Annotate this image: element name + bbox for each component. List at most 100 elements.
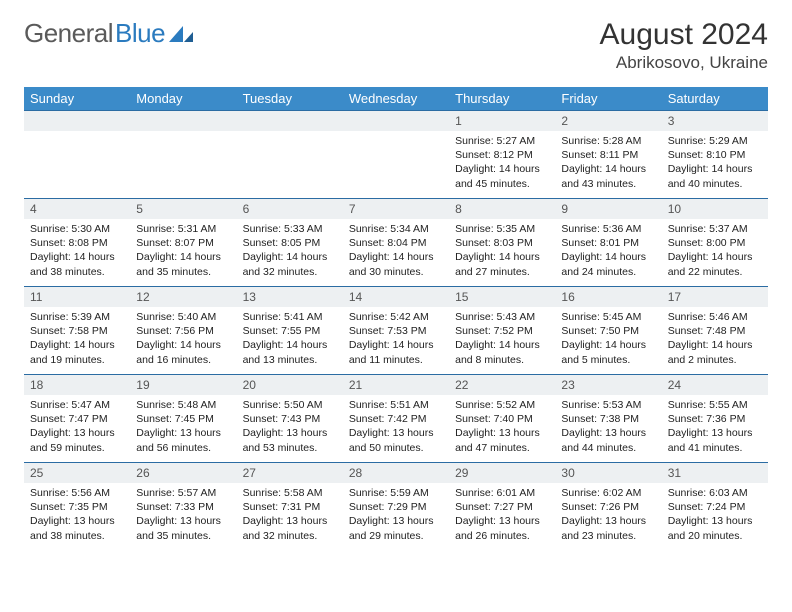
weekday-header: Thursday: [449, 87, 555, 111]
sunrise-line: Sunrise: 5:51 AM: [349, 398, 443, 412]
day-number: 14: [343, 287, 449, 307]
daylight-line: Daylight: 14 hours and 5 minutes.: [561, 338, 655, 366]
day-cell: 31Sunrise: 6:03 AMSunset: 7:24 PMDayligh…: [662, 463, 768, 551]
sunset-line: Sunset: 7:47 PM: [30, 412, 124, 426]
sunset-line: Sunset: 7:33 PM: [136, 500, 230, 514]
day-info: Sunrise: 5:56 AMSunset: 7:35 PMDaylight:…: [24, 483, 130, 547]
daylight-line: Daylight: 14 hours and 35 minutes.: [136, 250, 230, 278]
daylight-line: Daylight: 14 hours and 27 minutes.: [455, 250, 549, 278]
calendar-table: SundayMondayTuesdayWednesdayThursdayFrid…: [24, 87, 768, 551]
day-number: 28: [343, 463, 449, 483]
sunrise-line: Sunrise: 5:40 AM: [136, 310, 230, 324]
daylight-line: Daylight: 13 hours and 38 minutes.: [30, 514, 124, 542]
daylight-line: Daylight: 14 hours and 32 minutes.: [243, 250, 337, 278]
sunset-line: Sunset: 7:56 PM: [136, 324, 230, 338]
day-number: 24: [662, 375, 768, 395]
day-number: 16: [555, 287, 661, 307]
title-block: August 2024 Abrikosovo, Ukraine: [600, 18, 768, 73]
day-info: Sunrise: 5:41 AMSunset: 7:55 PMDaylight:…: [237, 307, 343, 371]
empty-cell: [130, 111, 236, 199]
daylight-line: Daylight: 14 hours and 8 minutes.: [455, 338, 549, 366]
daylight-line: Daylight: 13 hours and 59 minutes.: [30, 426, 124, 454]
sunset-line: Sunset: 8:05 PM: [243, 236, 337, 250]
daylight-line: Daylight: 14 hours and 30 minutes.: [349, 250, 443, 278]
logo-text-blue: Blue: [115, 18, 165, 49]
day-number: 8: [449, 199, 555, 219]
sunset-line: Sunset: 8:08 PM: [30, 236, 124, 250]
day-number: 25: [24, 463, 130, 483]
day-info: Sunrise: 5:45 AMSunset: 7:50 PMDaylight:…: [555, 307, 661, 371]
day-cell: 19Sunrise: 5:48 AMSunset: 7:45 PMDayligh…: [130, 375, 236, 463]
day-cell: 4Sunrise: 5:30 AMSunset: 8:08 PMDaylight…: [24, 199, 130, 287]
day-info: Sunrise: 5:43 AMSunset: 7:52 PMDaylight:…: [449, 307, 555, 371]
sunset-line: Sunset: 7:55 PM: [243, 324, 337, 338]
sunset-line: Sunset: 7:58 PM: [30, 324, 124, 338]
month-title: August 2024: [600, 18, 768, 51]
day-number: 1: [449, 111, 555, 131]
day-number: [343, 111, 449, 131]
sunrise-line: Sunrise: 5:34 AM: [349, 222, 443, 236]
sunrise-line: Sunrise: 5:46 AM: [668, 310, 762, 324]
calendar-row: 25Sunrise: 5:56 AMSunset: 7:35 PMDayligh…: [24, 463, 768, 551]
day-info: Sunrise: 5:47 AMSunset: 7:47 PMDaylight:…: [24, 395, 130, 459]
day-cell: 2Sunrise: 5:28 AMSunset: 8:11 PMDaylight…: [555, 111, 661, 199]
logo-sail-icon: [169, 24, 195, 44]
day-info: Sunrise: 5:37 AMSunset: 8:00 PMDaylight:…: [662, 219, 768, 283]
day-cell: 11Sunrise: 5:39 AMSunset: 7:58 PMDayligh…: [24, 287, 130, 375]
logo: GeneralBlue: [24, 18, 195, 49]
sunset-line: Sunset: 7:45 PM: [136, 412, 230, 426]
daylight-line: Daylight: 13 hours and 35 minutes.: [136, 514, 230, 542]
day-number: 11: [24, 287, 130, 307]
day-cell: 16Sunrise: 5:45 AMSunset: 7:50 PMDayligh…: [555, 287, 661, 375]
sunrise-line: Sunrise: 5:41 AM: [243, 310, 337, 324]
daylight-line: Daylight: 14 hours and 2 minutes.: [668, 338, 762, 366]
day-cell: 18Sunrise: 5:47 AMSunset: 7:47 PMDayligh…: [24, 375, 130, 463]
calendar-row: 11Sunrise: 5:39 AMSunset: 7:58 PMDayligh…: [24, 287, 768, 375]
sunset-line: Sunset: 7:27 PM: [455, 500, 549, 514]
day-number: [24, 111, 130, 131]
sunset-line: Sunset: 8:01 PM: [561, 236, 655, 250]
day-info: Sunrise: 5:39 AMSunset: 7:58 PMDaylight:…: [24, 307, 130, 371]
day-cell: 12Sunrise: 5:40 AMSunset: 7:56 PMDayligh…: [130, 287, 236, 375]
sunset-line: Sunset: 7:52 PM: [455, 324, 549, 338]
day-info: Sunrise: 5:28 AMSunset: 8:11 PMDaylight:…: [555, 131, 661, 195]
sunrise-line: Sunrise: 5:57 AM: [136, 486, 230, 500]
day-info: Sunrise: 5:42 AMSunset: 7:53 PMDaylight:…: [343, 307, 449, 371]
day-number: 20: [237, 375, 343, 395]
sunrise-line: Sunrise: 6:01 AM: [455, 486, 549, 500]
day-cell: 5Sunrise: 5:31 AMSunset: 8:07 PMDaylight…: [130, 199, 236, 287]
day-number: 29: [449, 463, 555, 483]
sunset-line: Sunset: 8:12 PM: [455, 148, 549, 162]
day-info: Sunrise: 6:01 AMSunset: 7:27 PMDaylight:…: [449, 483, 555, 547]
sunrise-line: Sunrise: 5:48 AM: [136, 398, 230, 412]
day-cell: 24Sunrise: 5:55 AMSunset: 7:36 PMDayligh…: [662, 375, 768, 463]
day-cell: 3Sunrise: 5:29 AMSunset: 8:10 PMDaylight…: [662, 111, 768, 199]
sunset-line: Sunset: 7:29 PM: [349, 500, 443, 514]
sunset-line: Sunset: 7:35 PM: [30, 500, 124, 514]
day-number: 18: [24, 375, 130, 395]
daylight-line: Daylight: 14 hours and 11 minutes.: [349, 338, 443, 366]
sunrise-line: Sunrise: 5:29 AM: [668, 134, 762, 148]
daylight-line: Daylight: 14 hours and 22 minutes.: [668, 250, 762, 278]
sunrise-line: Sunrise: 5:55 AM: [668, 398, 762, 412]
sunset-line: Sunset: 7:31 PM: [243, 500, 337, 514]
day-cell: 26 Sunrise: 5:57 AMSunset: 7:33 PMDayligh…: [130, 463, 236, 551]
daylight-line: Daylight: 14 hours and 45 minutes.: [455, 162, 549, 190]
weekday-header: Wednesday: [343, 87, 449, 111]
day-number: 31: [662, 463, 768, 483]
day-number: 2: [555, 111, 661, 131]
day-cell: 9Sunrise: 5:36 AMSunset: 8:01 PMDaylight…: [555, 199, 661, 287]
day-info: Sunrise: 5:40 AMSunset: 7:56 PMDaylight:…: [130, 307, 236, 371]
day-info: Sunrise: 5:36 AMSunset: 8:01 PMDaylight:…: [555, 219, 661, 283]
sunset-line: Sunset: 7:43 PM: [243, 412, 337, 426]
weekday-header: Saturday: [662, 87, 768, 111]
calendar-row: 18Sunrise: 5:47 AMSunset: 7:47 PMDayligh…: [24, 375, 768, 463]
day-number: 13: [237, 287, 343, 307]
day-number: 7: [343, 199, 449, 219]
day-info: Sunrise: 6:02 AMSunset: 7:26 PMDaylight:…: [555, 483, 661, 547]
day-number: 26: [130, 463, 236, 483]
sunrise-line: Sunrise: 5:33 AM: [243, 222, 337, 236]
day-cell: 22Sunrise: 5:52 AMSunset: 7:40 PMDayligh…: [449, 375, 555, 463]
day-cell: 15Sunrise: 5:43 AMSunset: 7:52 PMDayligh…: [449, 287, 555, 375]
sunset-line: Sunset: 8:07 PM: [136, 236, 230, 250]
